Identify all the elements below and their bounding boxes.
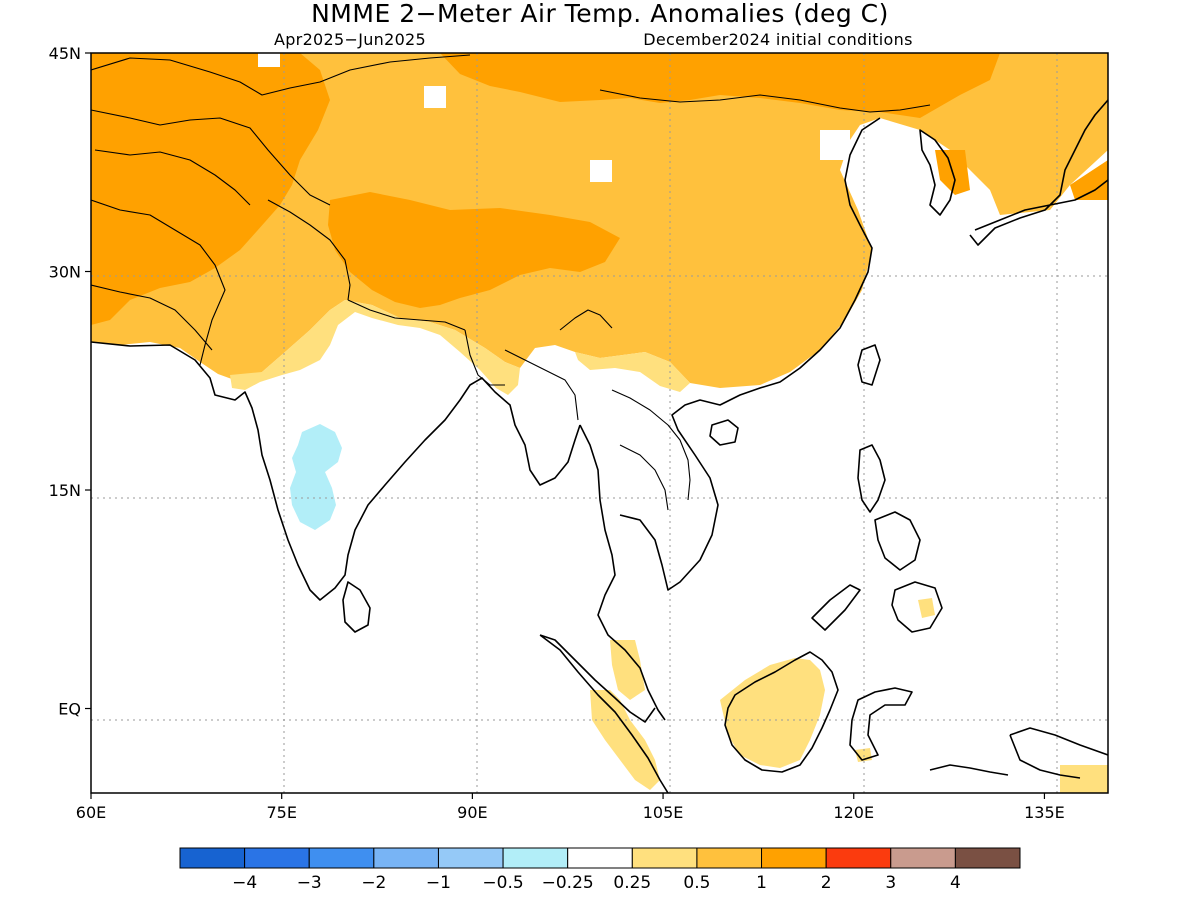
- anomaly-region-1-2-west: [91, 53, 330, 325]
- colorbar-label: 1: [756, 873, 767, 893]
- colorbar-label: −0.5: [482, 873, 523, 893]
- colorbar-swatch: [631, 847, 698, 869]
- anomaly-region-1-2-tibet: [328, 192, 620, 308]
- colorbar-swatch: [825, 847, 892, 869]
- anomaly-region-0.5-1: [91, 53, 1108, 388]
- coastline-sumatra: [539, 634, 669, 793]
- no-data-patch: [590, 160, 612, 182]
- graticule: [91, 53, 1108, 793]
- colorbar-label: −3: [297, 873, 322, 893]
- coastline-indochina: [579, 424, 666, 721]
- coastline-borneo: [724, 651, 839, 773]
- colorbar-label: 0.5: [683, 873, 710, 893]
- lon-tick-label: 75E: [266, 803, 296, 822]
- anomaly-region-0.25-0.5-yunnan: [575, 352, 690, 392]
- lat-tick-label: 15N: [49, 481, 81, 500]
- lon-tick-label: 60E: [76, 803, 106, 822]
- coastline-newguinea: [1009, 727, 1108, 779]
- coastlines: [91, 99, 1108, 793]
- no-data-patch: [820, 130, 850, 160]
- colorbar-label: 4: [950, 873, 961, 893]
- colorbar-label: −0.25: [542, 873, 594, 893]
- coastline-korea: [919, 129, 956, 216]
- map-frame: [90, 52, 1109, 794]
- lon-tick-label: 90E: [457, 803, 487, 822]
- colorbar-swatch: [308, 847, 375, 869]
- colorbar-swatch: [244, 847, 310, 869]
- colorbar-label: −2: [361, 873, 386, 893]
- anomaly-region-0.25-0.5-sumatra: [590, 690, 660, 790]
- anomaly-region-neg-0.25-0.5-india: [290, 424, 342, 530]
- map-area: [91, 53, 1108, 793]
- coastline-sulawesi: [849, 687, 913, 761]
- lon-tick-label: 105E: [643, 803, 684, 822]
- colorbar-label: 2: [821, 873, 832, 893]
- colorbar-swatch: [179, 847, 246, 869]
- colorbar-label: −1: [426, 873, 451, 893]
- colorbar-swatch: [373, 847, 439, 869]
- lat-tick-label: 45N: [49, 44, 81, 63]
- no-data-patch: [424, 86, 446, 108]
- coastline-japan: [969, 99, 1108, 246]
- colorbar-swatch: [437, 847, 504, 869]
- coastline-hainan: [709, 419, 739, 446]
- colorbar-label: −4: [232, 873, 257, 893]
- colorbar: −4 −3 −2 −1 −0.5 −0.25 0.25 0.5 1 2 3 4: [179, 847, 1021, 893]
- lat-tick-label: 30N: [49, 263, 81, 282]
- lon-tick-label: 135E: [1024, 803, 1065, 822]
- coastline-vietnam: [619, 117, 881, 591]
- anomaly-region-1-2-japan: [1070, 160, 1108, 200]
- figure-title: NMME 2−Meter Air Temp. Anomalies (deg C): [311, 0, 889, 28]
- anomaly-region-0.25-0.5-malaya: [610, 640, 645, 700]
- no-data-patch: [258, 53, 280, 67]
- initial-conditions: December2024 initial conditions: [643, 30, 912, 49]
- colorbar-swatch: [502, 847, 569, 869]
- anomaly-region-0.25-0.5-mindanao: [918, 598, 935, 618]
- anomaly-region-0.25-0.5-newguinea: [1060, 765, 1108, 793]
- coastline-taiwan: [857, 344, 881, 386]
- coastline-india: [91, 341, 581, 601]
- colorbar-swatch: [890, 847, 956, 869]
- longitude-axis: 60E 75E 90E 105E 120E 135E: [76, 793, 1065, 822]
- coastline-java-timor: [929, 764, 1009, 776]
- colorbar-label: 3: [885, 873, 896, 893]
- forecast-period: Apr2025−Jun2025: [274, 30, 426, 49]
- coastline-philippines-luzon: [857, 444, 886, 513]
- coastline-mindanao: [891, 581, 943, 633]
- anomaly-region-0.25-0.5-north: [230, 300, 520, 395]
- anomaly-region-0.25-0.5-borneo: [720, 658, 825, 768]
- colorbar-swatch: [761, 847, 827, 869]
- colorbar-label: 0.25: [613, 873, 651, 893]
- colorbar-swatch: [696, 847, 763, 869]
- coastline-philippines-visayas: [874, 511, 921, 571]
- colorbar-swatch: [567, 847, 633, 869]
- anomaly-region-1-2-mongolia: [440, 53, 1000, 118]
- latitude-axis: 45N 30N 15N EQ: [49, 44, 91, 719]
- lon-tick-label: 120E: [833, 803, 874, 822]
- coastline-srilanka: [342, 581, 371, 633]
- coastline-palawan: [811, 584, 861, 631]
- lat-tick-label: EQ: [58, 700, 81, 719]
- country-borders: [91, 54, 931, 511]
- colorbar-swatch: [954, 847, 1021, 869]
